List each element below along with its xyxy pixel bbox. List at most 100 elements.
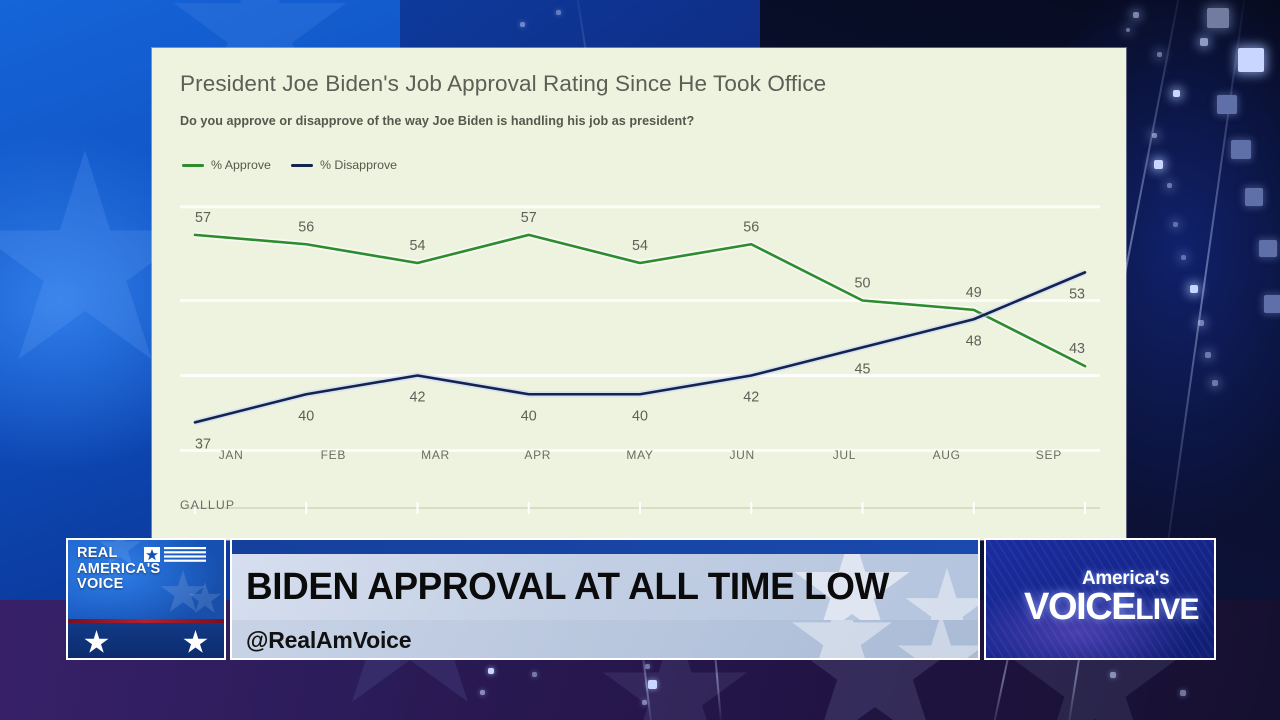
- network-logo-text: REAL AMERICA'S VOICE: [77, 545, 161, 593]
- particle-square: [1198, 320, 1204, 326]
- particle-square: [1126, 28, 1130, 32]
- particle-square: [1173, 90, 1180, 97]
- particle-square: [1231, 140, 1251, 159]
- chart-data-label: 40: [298, 408, 314, 424]
- chart-panel: President Joe Biden's Job Approval Ratin…: [152, 48, 1126, 540]
- particle-square: [1207, 8, 1229, 28]
- flag-icon: [144, 547, 206, 562]
- chart-x-axis: JAN FEB MAR APR MAY JUN JUL AUG SEP: [180, 448, 1100, 478]
- x-axis-tick-label: APR: [524, 448, 552, 462]
- particle-square: [1264, 295, 1280, 313]
- chart-data-label: 54: [632, 238, 648, 254]
- x-axis-tick-label: FEB: [320, 448, 347, 462]
- handle-bar: @RealAmVoice: [232, 620, 978, 658]
- show-brand-block: America's VOICELIVE: [984, 538, 1216, 660]
- particle-square: [520, 22, 525, 27]
- particle-square: [1238, 48, 1264, 72]
- chart-data-label: 43: [1069, 341, 1085, 357]
- show-brand-voicelive: VOICELIVE: [1024, 586, 1200, 629]
- particle-square: [642, 700, 647, 705]
- network-logo-line2: AMERICA'S: [77, 560, 161, 577]
- star-icon: [183, 630, 208, 653]
- legend-swatch-icon: [182, 163, 204, 167]
- particle-square: [1181, 255, 1186, 260]
- chart-data-label: 40: [521, 408, 537, 424]
- particle-square: [1110, 672, 1116, 678]
- chart-data-label: 56: [298, 219, 314, 235]
- legend-item-disapprove: % Disapprove: [290, 158, 398, 172]
- particle-square: [645, 664, 650, 669]
- chart-data-label: 40: [632, 408, 648, 424]
- x-axis-tick-label: JUL: [832, 448, 857, 462]
- x-axis-tick-label: JUN: [729, 448, 755, 462]
- chart-line-halo: [194, 269, 1087, 426]
- chart-data-label: 42: [743, 390, 759, 406]
- legend-item-approve: % Approve: [182, 158, 271, 172]
- x-axis-tick-label: AUG: [932, 448, 961, 462]
- chart-data-label: 45: [855, 361, 871, 377]
- lower-third-banner: REAL AMERICA'S VOICE BIDEN APPROVAL AT A…: [66, 538, 1216, 660]
- chart-series-line: [193, 233, 1087, 368]
- show-brand-voice: VOICE: [1024, 586, 1137, 628]
- chart-data-label: 57: [195, 210, 211, 226]
- decorative-star: [792, 620, 892, 658]
- logo-red-divider: [68, 619, 224, 623]
- particle-square: [556, 10, 561, 15]
- x-axis-tick-label: MAY: [626, 448, 654, 462]
- chart-legend: % Approve % Disapprove: [182, 158, 397, 172]
- particle-square: [532, 672, 537, 677]
- headline-top-bar: [232, 540, 978, 554]
- network-logo-line3: VOICE: [77, 576, 124, 592]
- x-axis-tick-label: JAN: [218, 448, 244, 462]
- social-handle-text: @RealAmVoice: [246, 627, 412, 653]
- chart-subtitle: Do you approve or disapprove of the way …: [180, 114, 695, 128]
- show-brand-text: America's VOICELIVE: [986, 540, 1214, 658]
- decorative-star: [897, 620, 978, 658]
- particle-square: [1180, 690, 1186, 696]
- chart-plot-area: 57 56 54 57 54 56 50 49 43 37 40 42 40 40 42 45 48 53: [180, 188, 1100, 514]
- particle-square: [1245, 188, 1263, 206]
- legend-swatch-icon: [290, 163, 313, 167]
- chart-data-label: 57: [521, 210, 537, 226]
- network-logo-block: REAL AMERICA'S VOICE: [66, 538, 226, 660]
- chart-svg: 57 56 54 57 54 56 50 49 43 37 40 42 40 40 42 45 48 53: [180, 205, 1100, 514]
- particle-square: [648, 680, 657, 689]
- chart-data-label: 54: [410, 238, 426, 254]
- network-logo-bottom: [68, 623, 224, 658]
- particle-square: [1152, 133, 1157, 138]
- star-icon: [84, 630, 109, 653]
- chart-data-label: 53: [1069, 286, 1085, 302]
- particle-square: [1167, 183, 1172, 188]
- x-axis-tick-label: MAR: [421, 448, 450, 462]
- particle-square: [1259, 240, 1277, 257]
- particle-square: [1133, 12, 1139, 18]
- headline-main-bar: BIDEN APPROVAL AT ALL TIME LOW: [232, 554, 978, 620]
- chart-source-label: GALLUP: [180, 498, 236, 512]
- chart-data-label: 56: [743, 219, 759, 235]
- particle-square: [1157, 52, 1162, 57]
- particle-square: [1200, 38, 1208, 46]
- particle-square: [480, 690, 485, 695]
- show-brand-live: LIVE: [1135, 593, 1199, 626]
- chart-data-label: 48: [966, 333, 982, 349]
- network-logo-line1: REAL: [77, 545, 118, 561]
- legend-label-disapprove: % Disapprove: [319, 158, 398, 172]
- chart-data-label: 50: [855, 276, 871, 292]
- x-axis-tick-label: SEP: [1035, 448, 1062, 462]
- headline-block: BIDEN APPROVAL AT ALL TIME LOW @RealAmVo…: [230, 538, 980, 660]
- chart-series-line: [193, 271, 1087, 424]
- chart-title: President Joe Biden's Job Approval Ratin…: [180, 71, 827, 96]
- show-brand-texture: [986, 540, 1214, 658]
- headline-text: BIDEN APPROVAL AT ALL TIME LOW: [246, 566, 889, 608]
- legend-label-approve: % Approve: [211, 158, 271, 172]
- particle-square: [488, 668, 494, 674]
- particle-square: [1154, 160, 1163, 169]
- particle-square: [1173, 222, 1178, 227]
- particle-square: [1205, 352, 1211, 358]
- decorative-star: [905, 568, 978, 620]
- particle-square: [1190, 285, 1198, 293]
- chart-data-label: 49: [966, 285, 982, 301]
- show-brand-americas: America's: [1082, 568, 1170, 589]
- particle-square: [1212, 380, 1218, 386]
- particle-square: [1217, 95, 1237, 114]
